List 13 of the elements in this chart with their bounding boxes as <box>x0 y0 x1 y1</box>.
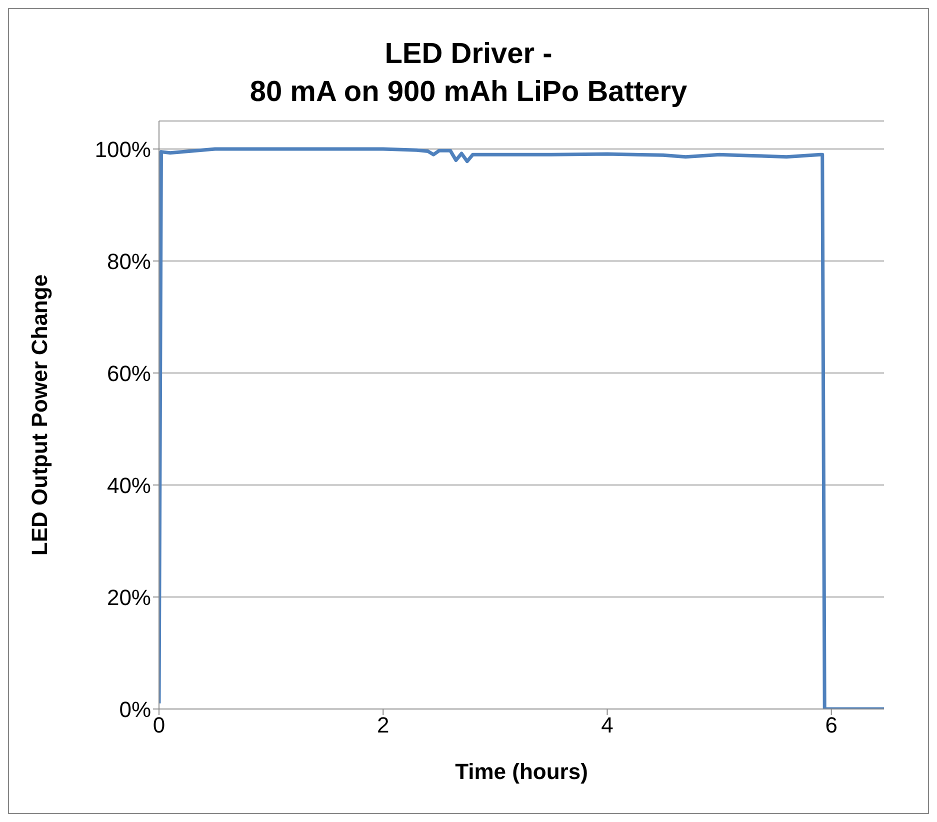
y-axis-title: LED Output Power Change <box>26 274 52 556</box>
y-tick-label: 80% <box>106 248 151 274</box>
y-tick-label: 20% <box>106 584 151 610</box>
y-tick-label: 0% <box>119 696 151 722</box>
x-tick-label: 0 <box>152 712 166 738</box>
y-tick-label: 40% <box>106 472 151 498</box>
x-axis-title: Time (hours) <box>455 759 588 784</box>
x-tick-label: 4 <box>601 712 614 738</box>
x-tick-label: 2 <box>376 712 390 738</box>
y-tick-label: 60% <box>106 360 151 386</box>
x-tick-label: 6 <box>825 712 838 738</box>
y-tick-label: 100% <box>94 136 151 162</box>
chart-title: LED Driver - 80 mA on 900 mAh LiPo Battery <box>248 37 688 110</box>
